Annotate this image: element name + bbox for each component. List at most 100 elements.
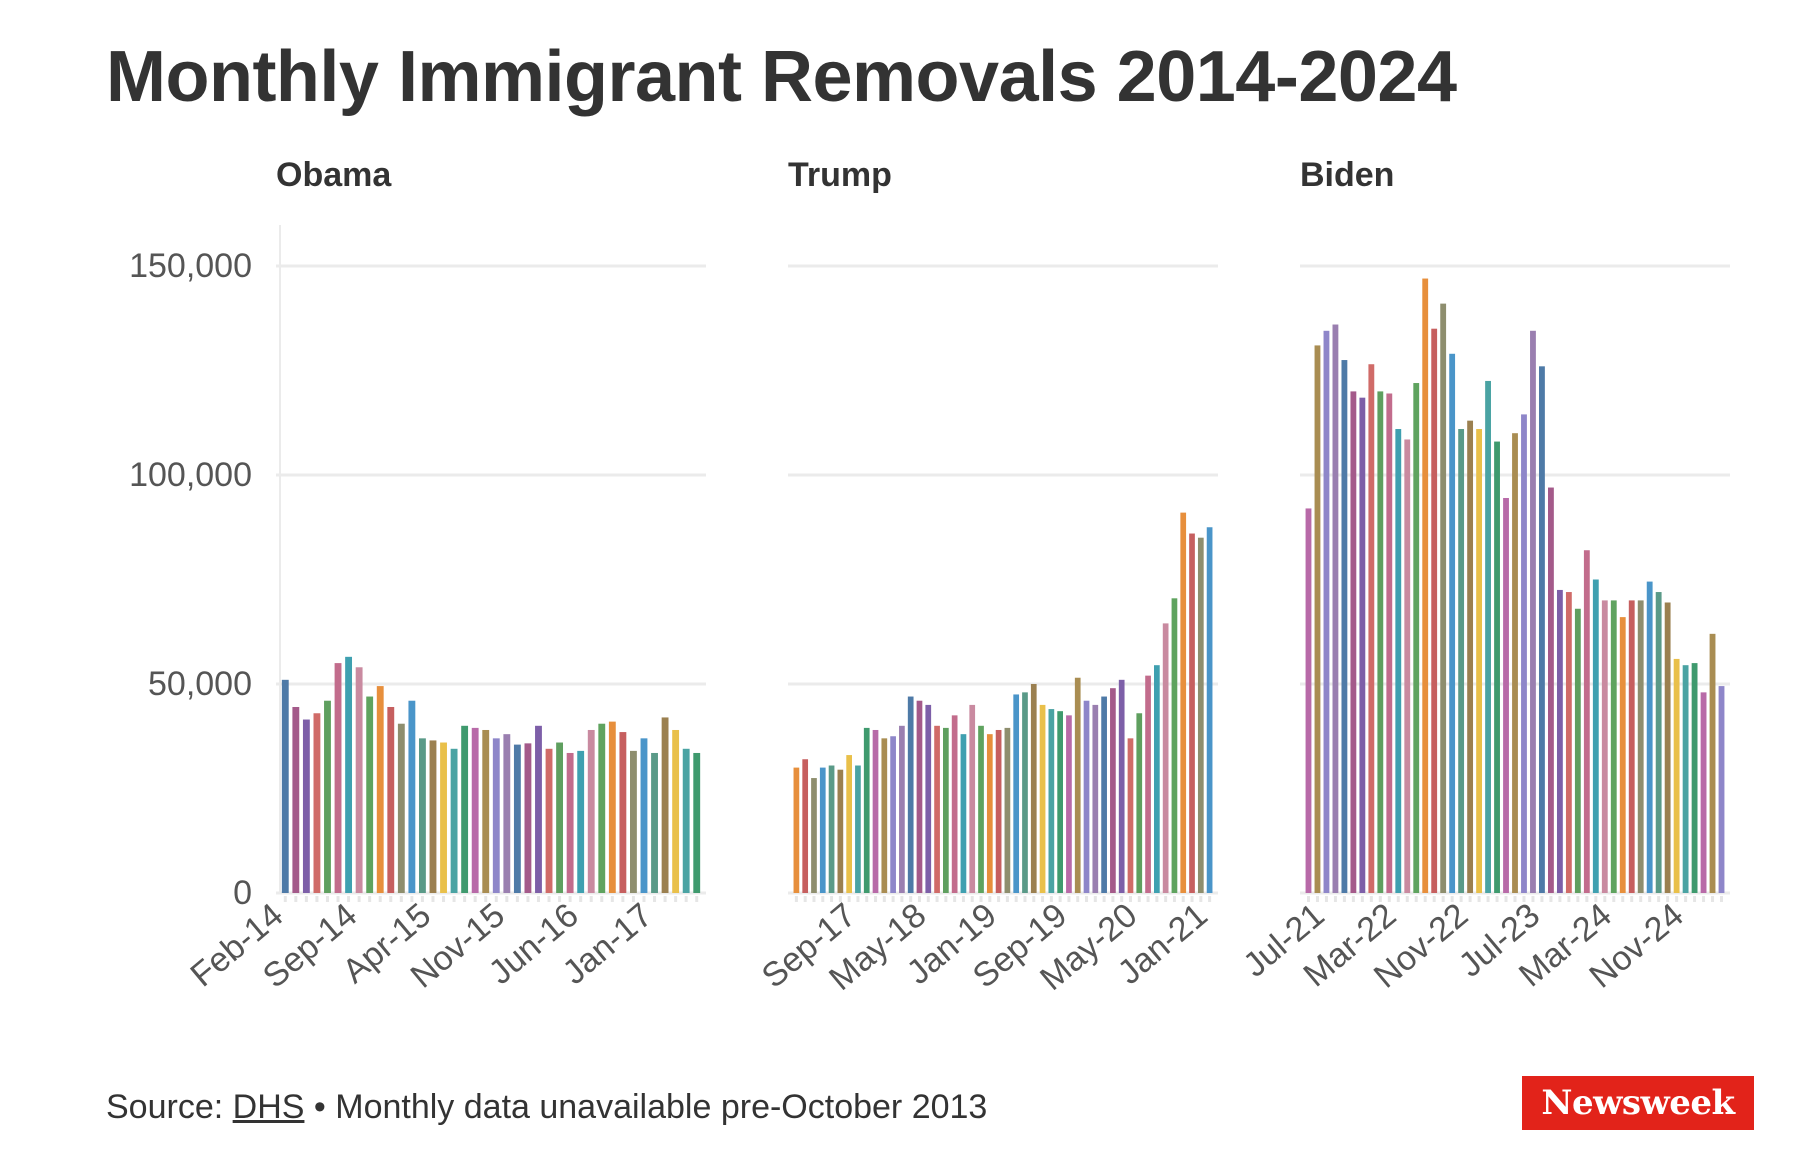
bar <box>1154 665 1160 893</box>
bar <box>1467 420 1474 893</box>
bar <box>1440 303 1447 893</box>
bar <box>1022 692 1028 893</box>
bar <box>450 748 458 893</box>
y-tick-label: 150,000 <box>129 247 252 285</box>
panel-trump: TrumpSep-17May-18Jan-19Sep-19May-20Jan-2… <box>755 156 1218 998</box>
bar <box>376 686 384 893</box>
bar <box>1039 704 1046 893</box>
bar <box>640 738 648 893</box>
bar <box>837 769 844 893</box>
bar <box>1359 397 1366 893</box>
bar <box>1673 658 1680 893</box>
bar <box>387 706 395 893</box>
bar <box>661 717 669 893</box>
bar <box>313 713 321 893</box>
bar <box>1350 391 1357 893</box>
bar <box>969 704 976 893</box>
bar <box>524 743 532 893</box>
bar <box>1422 278 1429 893</box>
footer-note: Monthly data unavailable pre-October 201… <box>335 1088 988 1126</box>
bar <box>1503 497 1509 893</box>
bar <box>1386 393 1393 893</box>
bar <box>1305 508 1312 893</box>
bar <box>802 759 809 893</box>
chart-title: Monthly Immigrant Removals 2014-2024 <box>106 37 1457 117</box>
bar <box>1556 589 1563 893</box>
bar <box>1413 383 1420 893</box>
footer-separator: • <box>313 1088 326 1126</box>
y-tick-label: 50,000 <box>148 665 252 703</box>
panel-title: Trump <box>788 156 892 194</box>
bar <box>419 738 426 893</box>
bar <box>535 725 542 893</box>
bar <box>566 752 574 893</box>
bar <box>1431 328 1438 893</box>
bar <box>672 729 680 893</box>
bar <box>1314 345 1321 893</box>
bar <box>1521 414 1527 893</box>
bar <box>1548 487 1554 893</box>
bar <box>1145 675 1151 893</box>
source-link-dhs[interactable]: DHS <box>232 1088 305 1126</box>
bar <box>899 725 905 893</box>
bar <box>1664 602 1671 893</box>
bar <box>1136 713 1143 893</box>
bar <box>366 696 374 893</box>
bar <box>513 744 521 893</box>
panel-biden: BidenJul-21Mar-22Nov-22Jul-23Mar-24Nov-2… <box>1236 156 1730 996</box>
bar <box>819 767 826 893</box>
bar <box>1476 429 1483 893</box>
bar <box>1332 324 1339 893</box>
bar <box>1127 738 1134 893</box>
bar <box>1646 581 1653 893</box>
bar <box>1341 360 1348 893</box>
bar <box>324 700 331 893</box>
bar <box>1395 429 1402 893</box>
bar <box>1709 633 1716 893</box>
bar <box>577 750 585 893</box>
newsweek-logo[interactable]: Newsweek <box>1522 1076 1754 1130</box>
bar <box>651 752 658 893</box>
bar <box>1449 353 1456 893</box>
bar <box>1637 600 1644 893</box>
bar <box>1628 600 1635 893</box>
panel-title: Obama <box>276 156 392 194</box>
bar <box>302 719 310 893</box>
bar <box>1110 688 1116 893</box>
bar <box>693 752 701 893</box>
bar <box>429 740 437 893</box>
bar <box>1368 364 1375 894</box>
bar <box>1718 686 1725 893</box>
bar <box>1485 380 1491 893</box>
bar <box>598 723 606 893</box>
bar <box>1583 550 1590 893</box>
bar <box>1655 592 1662 893</box>
bar <box>943 727 949 893</box>
bar <box>1574 608 1581 893</box>
bar <box>1083 700 1090 893</box>
bar <box>1101 696 1107 893</box>
bar <box>471 727 479 893</box>
bar <box>1189 533 1195 893</box>
bar <box>1700 692 1707 893</box>
panel-title: Biden <box>1300 156 1394 194</box>
bar <box>1180 512 1187 893</box>
bar <box>872 729 879 893</box>
bar <box>1066 715 1072 893</box>
bar <box>863 727 870 893</box>
source-prefix: Source: <box>106 1088 224 1126</box>
bar <box>1171 598 1178 893</box>
bar <box>292 706 300 893</box>
bar <box>811 778 817 893</box>
bar <box>1092 704 1099 893</box>
bar <box>461 725 469 893</box>
bar <box>1494 441 1500 893</box>
bar <box>1691 663 1698 893</box>
bar <box>492 738 500 893</box>
bar <box>440 742 447 893</box>
bar <box>1013 694 1020 893</box>
bar <box>1404 439 1411 893</box>
bar <box>986 734 993 893</box>
bar <box>608 721 616 893</box>
